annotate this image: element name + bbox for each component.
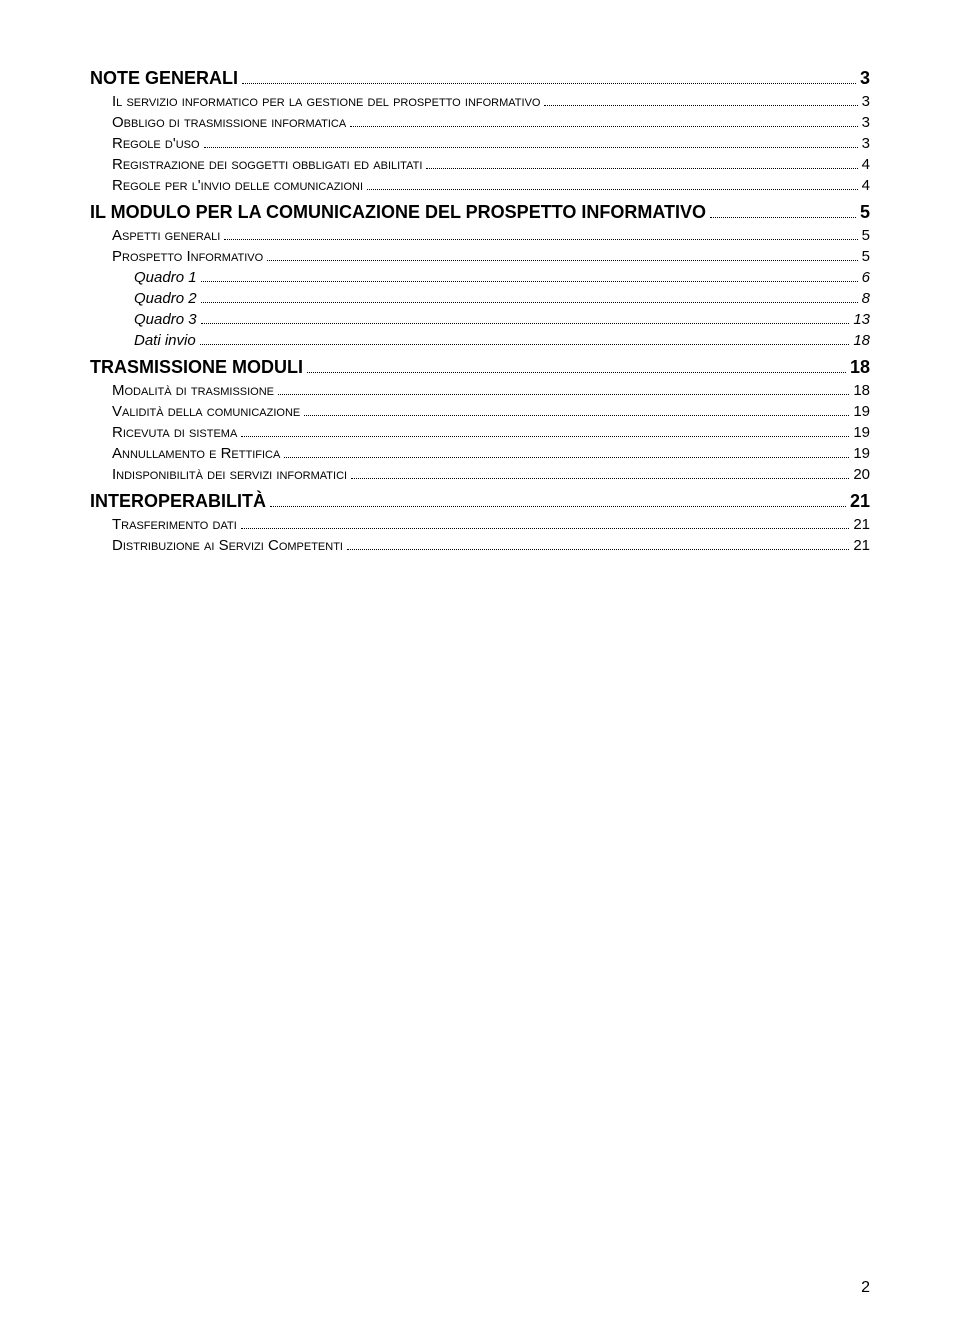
toc-page-number: 3 [862, 135, 870, 152]
toc-label: Il servizio informatico per la gestione … [112, 93, 540, 110]
toc-entry[interactable]: Quadro 2 8 [90, 290, 870, 307]
toc-leader-dots [201, 281, 858, 282]
toc-entry[interactable]: Prospetto Informativo 5 [90, 248, 870, 265]
toc-leader-dots [201, 302, 858, 303]
toc-leader-dots [224, 239, 857, 240]
toc-entry[interactable]: Quadro 1 6 [90, 269, 870, 286]
toc-entry[interactable]: Annullamento e Rettifica 19 [90, 445, 870, 462]
toc-label: Quadro 3 [134, 311, 197, 328]
toc-entry[interactable]: Registrazione dei soggetti obbligati ed … [90, 156, 870, 173]
toc-page-number: 19 [853, 445, 870, 462]
toc-entry[interactable]: Modalità di trasmissione 18 [90, 382, 870, 399]
toc-leader-dots [544, 105, 857, 106]
toc-leader-dots [241, 436, 849, 437]
toc-leader-dots [204, 147, 858, 148]
toc-label: NOTE GENERALI [90, 68, 238, 89]
toc-leader-dots [347, 549, 849, 550]
toc-leader-dots [367, 189, 858, 190]
toc-label: Validità della comunicazione [112, 403, 300, 420]
toc-page-number: 18 [853, 332, 870, 349]
toc-label: Obbligo di trasmissione informatica [112, 114, 346, 131]
toc-entry[interactable]: Aspetti generali 5 [90, 227, 870, 244]
toc-page-number: 18 [850, 357, 870, 378]
toc-page-number: 13 [853, 311, 870, 328]
toc-page-number: 6 [862, 269, 870, 286]
toc-page-number: 5 [862, 248, 870, 265]
toc-page-number: 21 [853, 516, 870, 533]
toc-label: Quadro 2 [134, 290, 197, 307]
toc-entry[interactable]: Distribuzione ai Servizi Competenti 21 [90, 537, 870, 554]
table-of-contents: NOTE GENERALI 3 Il servizio informatico pe… [90, 68, 870, 554]
toc-label: Indisponibilità dei servizi informatici [112, 466, 347, 483]
toc-entry[interactable]: TRASMISSIONE MODULI 18 [90, 357, 870, 378]
toc-page-number: 5 [862, 227, 870, 244]
toc-label: Regole d'uso [112, 135, 200, 152]
toc-label: IL MODULO PER LA COMUNICAZIONE DEL PROSP… [90, 202, 706, 223]
toc-entry[interactable]: NOTE GENERALI 3 [90, 68, 870, 89]
toc-leader-dots [307, 372, 846, 373]
toc-leader-dots [200, 344, 850, 345]
toc-page-number: 21 [850, 491, 870, 512]
toc-page-number: 4 [862, 177, 870, 194]
toc-page-number: 19 [853, 424, 870, 441]
toc-leader-dots [242, 83, 856, 84]
toc-entry[interactable]: INTEROPERABILITÀ 21 [90, 491, 870, 512]
toc-label: Aspetti generali [112, 227, 220, 244]
toc-entry[interactable]: Il servizio informatico per la gestione … [90, 93, 870, 110]
toc-leader-dots [304, 415, 849, 416]
toc-page-number: 5 [860, 202, 870, 223]
toc-page-number: 20 [853, 466, 870, 483]
toc-entry[interactable]: Quadro 3 13 [90, 311, 870, 328]
toc-page-number: 19 [853, 403, 870, 420]
toc-label: Dati invio [134, 332, 196, 349]
toc-leader-dots [241, 528, 850, 529]
toc-label: Trasferimento dati [112, 516, 237, 533]
toc-label: INTEROPERABILITÀ [90, 491, 266, 512]
toc-leader-dots [350, 126, 857, 127]
toc-label: Regole per l'invio delle comunicazioni [112, 177, 363, 194]
toc-label: Annullamento e Rettifica [112, 445, 280, 462]
toc-entry[interactable]: Obbligo di trasmissione informatica 3 [90, 114, 870, 131]
toc-page-number: 18 [853, 382, 870, 399]
toc-page-number: 4 [862, 156, 870, 173]
toc-page-number: 8 [862, 290, 870, 307]
toc-entry[interactable]: Trasferimento dati 21 [90, 516, 870, 533]
toc-entry[interactable]: IL MODULO PER LA COMUNICAZIONE DEL PROSP… [90, 202, 870, 223]
toc-leader-dots [351, 478, 849, 479]
toc-leader-dots [426, 168, 857, 169]
toc-entry[interactable]: Ricevuta di sistema 19 [90, 424, 870, 441]
toc-page-number: 3 [862, 114, 870, 131]
toc-label: Modalità di trasmissione [112, 382, 274, 399]
toc-label: Registrazione dei soggetti obbligati ed … [112, 156, 422, 173]
toc-page-number: 3 [860, 68, 870, 89]
page-number: 2 [861, 1279, 870, 1297]
toc-page-number: 21 [853, 537, 870, 554]
toc-entry[interactable]: Validità della comunicazione 19 [90, 403, 870, 420]
toc-leader-dots [710, 217, 856, 218]
toc-leader-dots [267, 260, 857, 261]
toc-page-number: 3 [862, 93, 870, 110]
toc-label: Ricevuta di sistema [112, 424, 237, 441]
toc-label: Quadro 1 [134, 269, 197, 286]
toc-leader-dots [270, 506, 846, 507]
toc-entry[interactable]: Dati invio 18 [90, 332, 870, 349]
toc-entry[interactable]: Regole d'uso 3 [90, 135, 870, 152]
toc-entry[interactable]: Regole per l'invio delle comunicazioni 4 [90, 177, 870, 194]
toc-label: TRASMISSIONE MODULI [90, 357, 303, 378]
toc-page: NOTE GENERALI 3 Il servizio informatico pe… [0, 0, 960, 1337]
toc-leader-dots [201, 323, 850, 324]
toc-leader-dots [284, 457, 849, 458]
toc-label: Distribuzione ai Servizi Competenti [112, 537, 343, 554]
toc-label: Prospetto Informativo [112, 248, 263, 265]
toc-leader-dots [278, 394, 849, 395]
toc-entry[interactable]: Indisponibilità dei servizi informatici 2… [90, 466, 870, 483]
